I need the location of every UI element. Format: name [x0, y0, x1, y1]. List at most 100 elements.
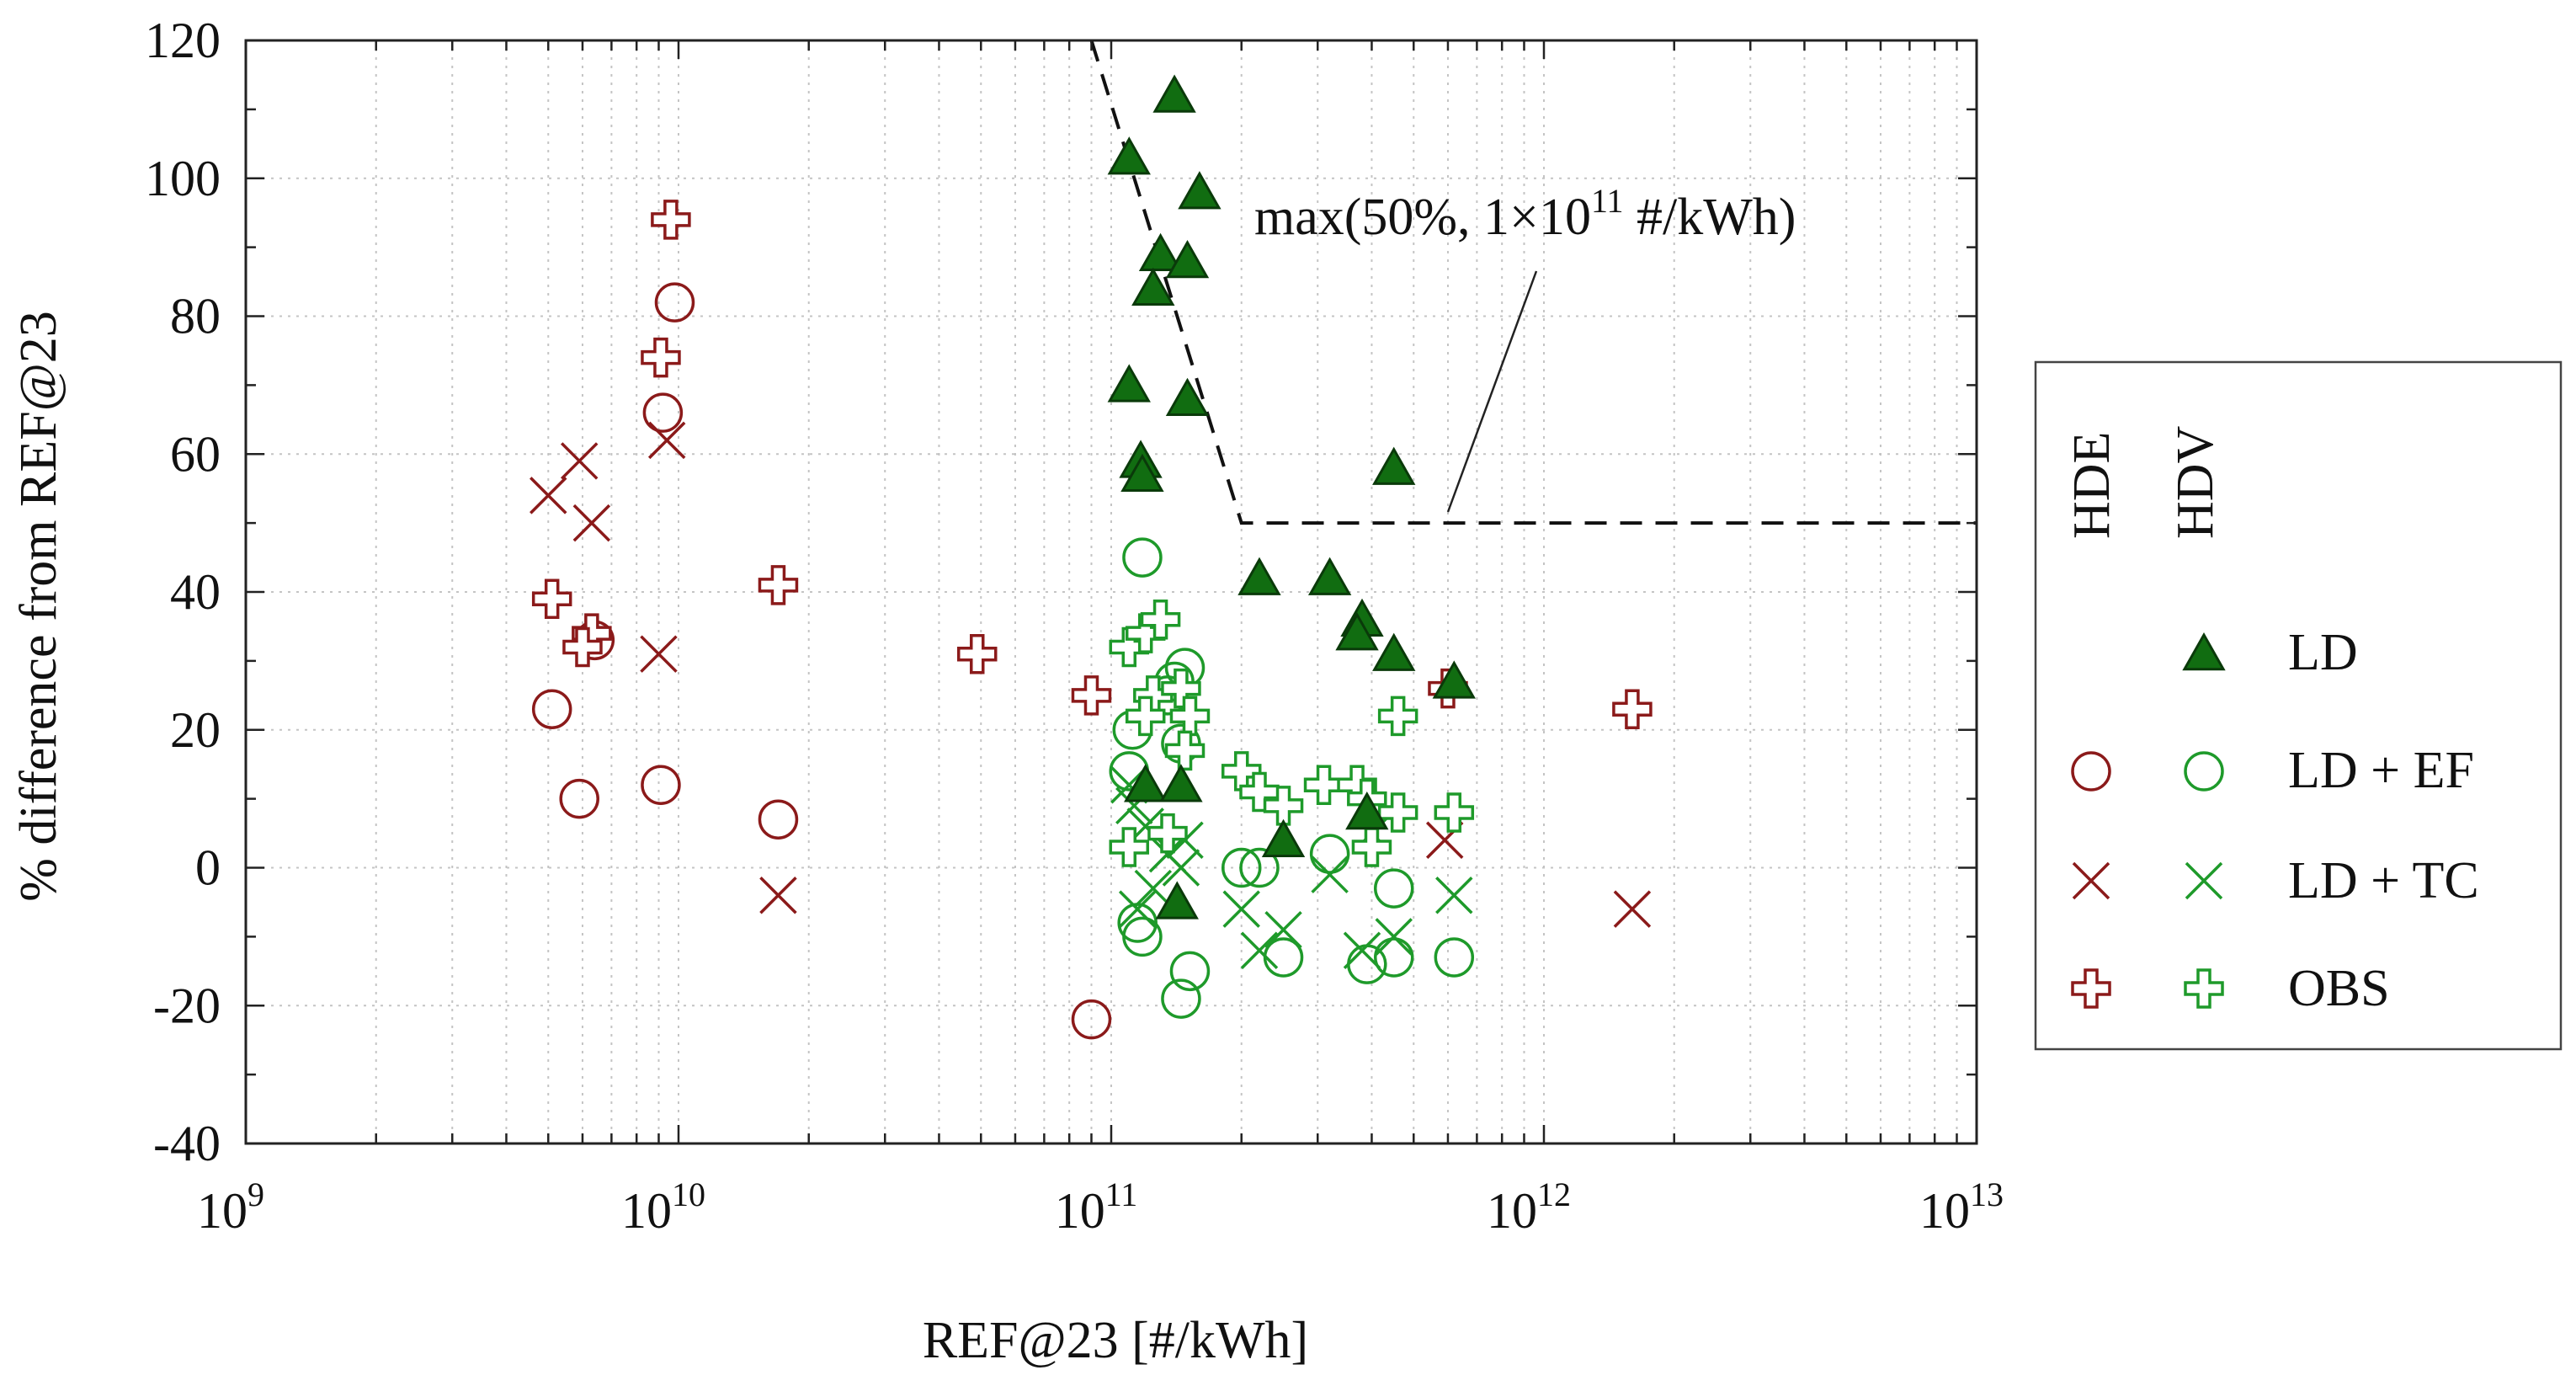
- data-point-hdv-ld: [1237, 557, 1281, 595]
- data-point-hdv-ld-ef: [1161, 978, 1201, 1019]
- legend-marker-hdv-ld: [2182, 632, 2226, 671]
- data-point-hdv-ld-tc: [1222, 890, 1260, 928]
- legend: HDE HDV LD LD + EF LD + TC OBS: [2034, 360, 2563, 1051]
- legend-marker-hdv-circle: [2184, 751, 2224, 792]
- legend-markers: [2071, 632, 2226, 1009]
- data-point-hdv-ld-tc: [1435, 877, 1473, 914]
- data-point-hdv-ld: [1107, 136, 1151, 175]
- legend-label-ld: LD: [2288, 624, 2358, 681]
- data-point-hdv-ld: [1345, 791, 1389, 830]
- x-tick-label: 1011: [1055, 1175, 1138, 1239]
- data-point-hde-ld-tc: [640, 635, 678, 673]
- legend-marker-hdv-x: [2185, 861, 2223, 900]
- data-point-hde-ld-ef: [559, 778, 599, 819]
- data-point-hdv-obs: [1434, 792, 1475, 833]
- data-point-hdv-ld: [1178, 171, 1221, 210]
- data-point-hdv-ld: [1372, 446, 1416, 485]
- data-point-hde-obs: [957, 633, 998, 674]
- annotation-leader-line: [1446, 270, 1538, 513]
- legend-label-ld-tc: LD + TC: [2288, 852, 2479, 909]
- y-axis-title: % difference from REF@23: [10, 311, 67, 902]
- limit-line-annotation: max(50%, 1×1011 #/kWh): [1254, 182, 1796, 513]
- data-point-hde-obs: [562, 626, 603, 668]
- data-point-hde-ld-ef: [654, 282, 695, 323]
- data-point-hde-ld-ef: [1071, 999, 1112, 1040]
- data-point-hde-ld-ef: [642, 392, 684, 433]
- limit-line-label: max(50%, 1×1011 #/kWh): [1254, 182, 1796, 246]
- data-point-hdv-ld: [1165, 239, 1210, 279]
- data-point-hdv-obs: [1147, 813, 1188, 854]
- data-point-hde-obs: [531, 578, 572, 619]
- data-point-hdv-ld: [1155, 881, 1199, 920]
- data-point-hde-ld-tc: [647, 421, 686, 460]
- data-point-hdv-ld: [1107, 364, 1151, 402]
- y-tick-label: -40: [153, 1116, 221, 1171]
- y-tick-label: 0: [195, 840, 221, 896]
- data-point-hdv-ld: [1159, 764, 1203, 802]
- data-point-hdv-ld-tc: [1264, 910, 1302, 949]
- data-point-hde-ld-tc: [530, 477, 567, 514]
- data-point-hdv-ld: [1138, 232, 1183, 272]
- data-point-hde-obs: [758, 565, 799, 605]
- data-point-hdv-obs: [1377, 696, 1418, 737]
- data-point-hdv-ld: [1124, 764, 1168, 802]
- data-point-hdv-ld-tc: [1240, 931, 1279, 969]
- data-point-hdv-ld: [1152, 74, 1196, 113]
- data-point-hdv-ld-ef: [1221, 847, 1262, 888]
- data-point-hdv-ld-tc: [1118, 890, 1157, 928]
- data-point-hde-ld-ef: [758, 799, 799, 840]
- legend-column-hde: HDE: [2063, 432, 2121, 539]
- data-point-hdv-ld: [1131, 267, 1175, 306]
- y-tick-label: 40: [170, 564, 221, 620]
- legend-marker-hde-circle: [2071, 751, 2111, 792]
- data-point-hdv-obs: [1109, 827, 1150, 867]
- data-point-hdv-obs: [1351, 827, 1392, 867]
- data-point-hdv-obs: [1125, 696, 1166, 737]
- data-point-hdv-obs: [1263, 786, 1304, 826]
- y-tick-label: 120: [145, 13, 221, 68]
- data-point-hde-ld-ef: [531, 689, 572, 729]
- y-tick-label: 60: [170, 426, 221, 482]
- data-point-hde-obs: [1612, 689, 1653, 729]
- data-point-hde-obs: [1071, 675, 1112, 716]
- x-tick-label: 1010: [621, 1175, 705, 1239]
- data-point-hde-ld-tc: [560, 442, 599, 480]
- data-point-hdv-ld: [1120, 453, 1164, 493]
- data-point-hdv-ld-ef: [1122, 916, 1163, 957]
- data-point-hdv-ld: [1432, 660, 1476, 699]
- legend-marker-hdv-plus: [2184, 968, 2224, 1009]
- x-tick-label: 1013: [1919, 1175, 2004, 1239]
- plot-area: [1089, 40, 1977, 525]
- x-tick-label: 109: [197, 1175, 264, 1239]
- data-point-hde-ld-tc: [759, 877, 797, 914]
- legend-marker-hde-x: [2072, 861, 2110, 900]
- data-point-hde-obs: [651, 200, 691, 240]
- data-point-hdv-ld-tc: [1375, 918, 1413, 956]
- data-point-hdv-ld-tc: [1343, 931, 1381, 969]
- data-point-hdv-obs: [1164, 730, 1206, 771]
- data-point-hdv-obs: [1125, 613, 1166, 653]
- y-tick-label: 80: [170, 289, 221, 344]
- data-point-hdv-ld: [1307, 557, 1352, 595]
- data-point-hdv-obs: [1303, 765, 1344, 805]
- data-point-hdv-obs: [1169, 696, 1211, 737]
- data-point-hdv-ld-ef: [1122, 537, 1163, 578]
- legend-box: [2034, 360, 2563, 1051]
- data-point-hdv-ld-tc: [1311, 856, 1349, 893]
- data-point-hdv-ld-ef: [1239, 847, 1280, 888]
- x-axis-title: REF@23 [#/kWh]: [923, 1312, 1308, 1369]
- data-point-hdv-ld-tc: [1134, 869, 1173, 908]
- y-tick-label: 100: [145, 151, 221, 206]
- data-point-hde-ld-tc: [572, 504, 611, 542]
- data-point-hdv-ld-ef: [1374, 868, 1414, 909]
- data-point-hdv-obs: [1377, 792, 1418, 833]
- data-point-hde-ld-ef: [641, 765, 681, 805]
- data-point-hdv-ld: [1165, 377, 1210, 416]
- legend-column-hdv: HDV: [2167, 425, 2224, 539]
- data-point-hdv-ld: [1372, 632, 1416, 671]
- legend-label-obs: OBS: [2288, 960, 2390, 1017]
- legend-label-ld-ef: LD + EF: [2288, 742, 2474, 799]
- data-point-hdv-ld-ef: [1169, 951, 1211, 992]
- x-tick-label: 1012: [1487, 1175, 1571, 1239]
